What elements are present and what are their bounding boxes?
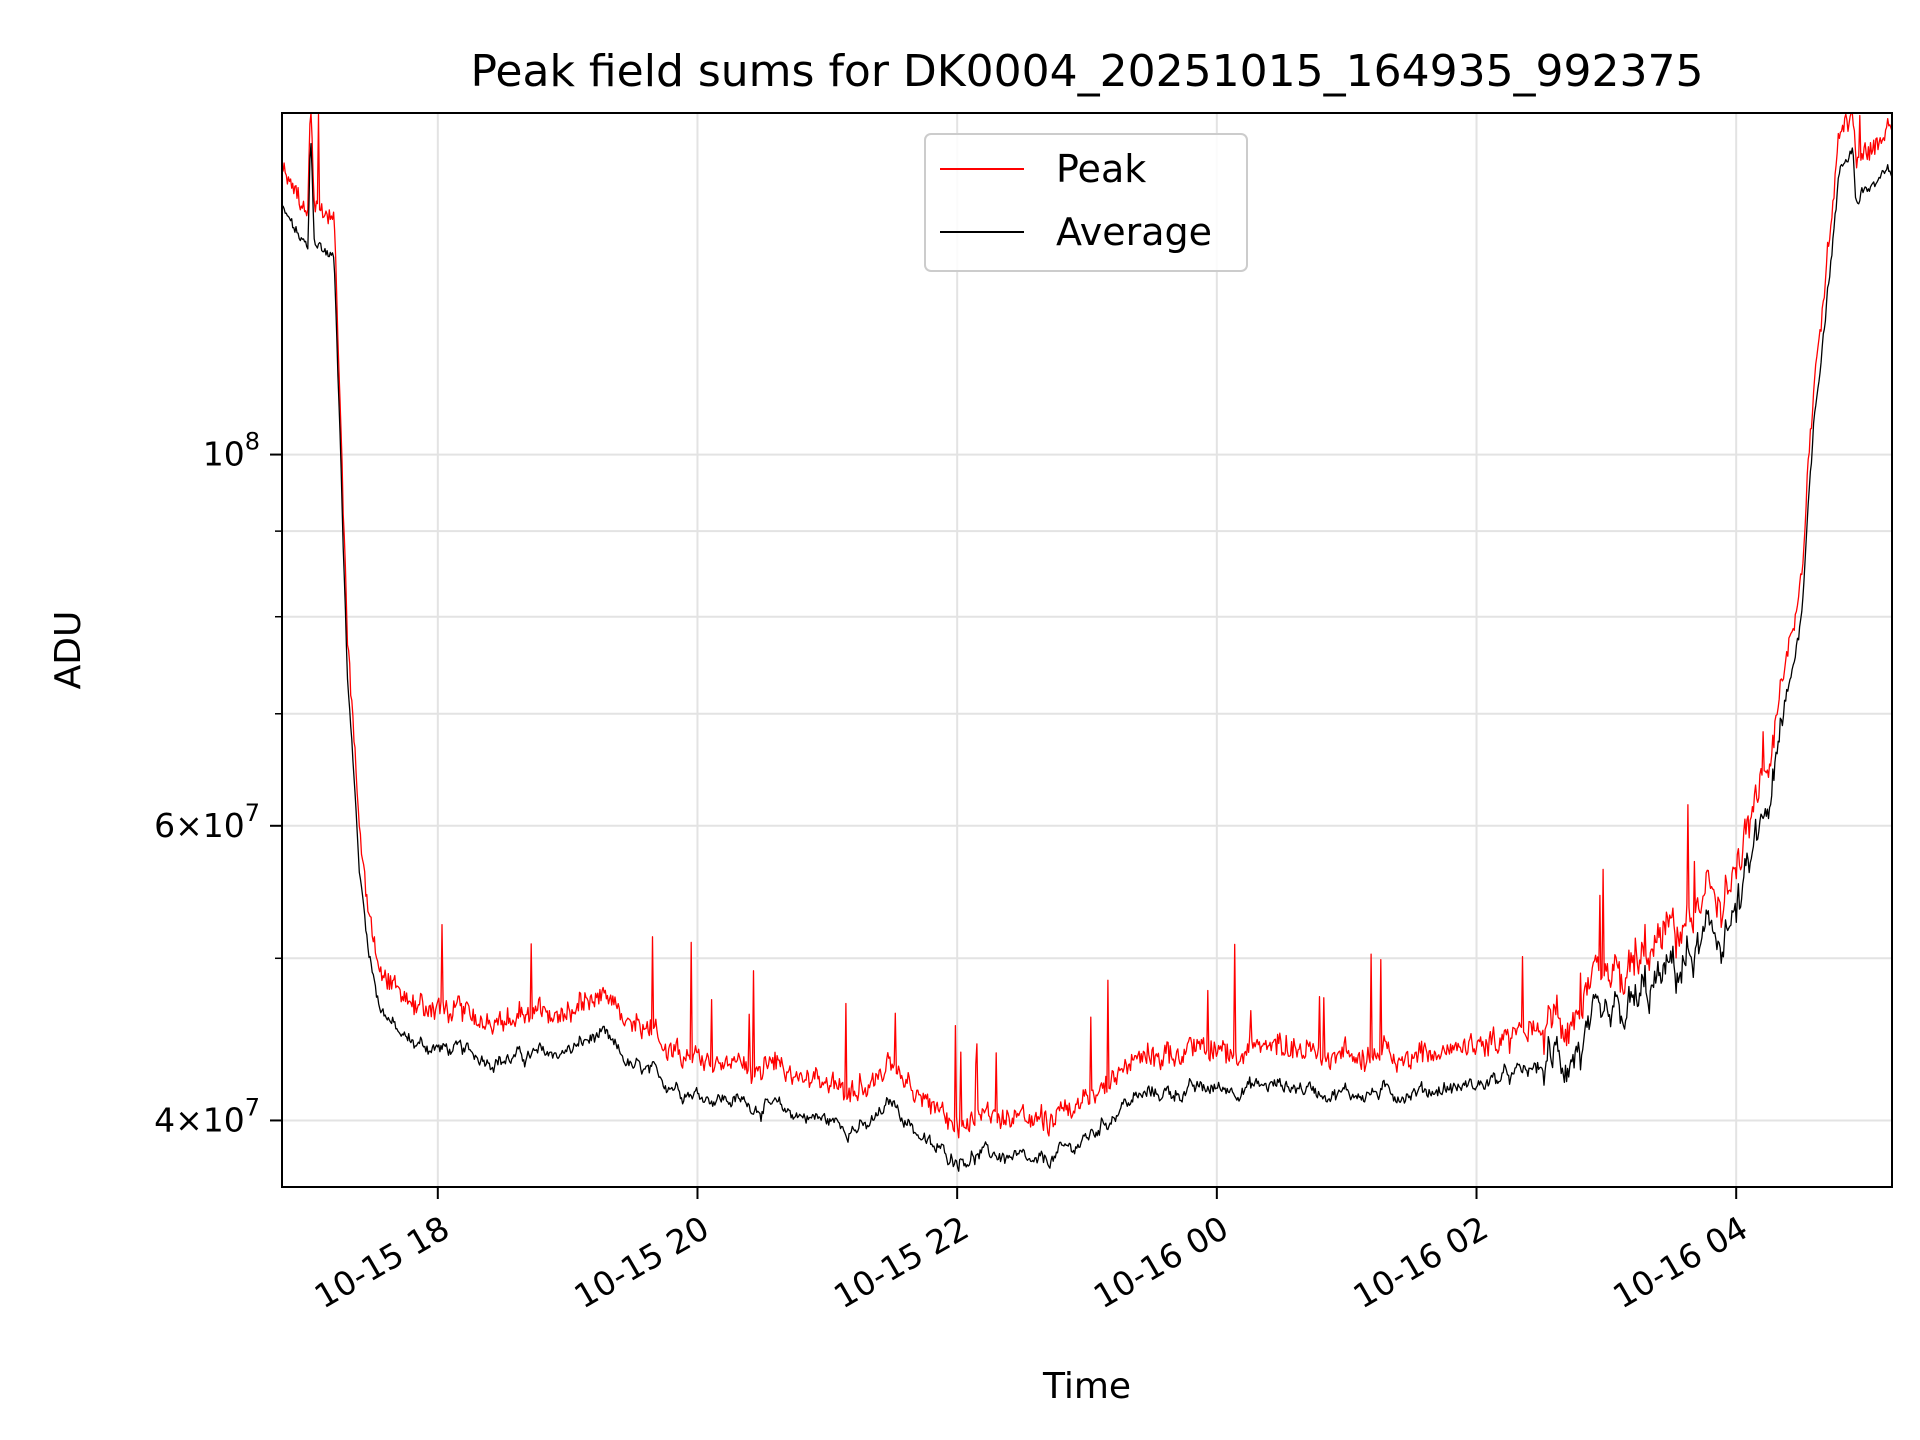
x-axis-ticks: 10-15 18 10-15 20 10-15 22 10-16 00 10-16 02…: [308, 1187, 1754, 1316]
x-tick-label: 10-16 00: [1087, 1208, 1235, 1316]
x-tick-label: 10-15 22: [827, 1208, 975, 1316]
x-tick-label: 10-15 20: [567, 1208, 715, 1316]
series-line-peak: [281, 112, 1893, 1139]
x-tick-label: 10-16 02: [1347, 1208, 1495, 1316]
grid-lines: [282, 113, 1892, 1187]
y-tick-label: 6×107: [154, 799, 260, 845]
x-axis-label: Time: [1042, 1366, 1131, 1407]
chart-title: Peak field sums for DK0004_20251015_1649…: [470, 46, 1703, 97]
y-tick-label: 108: [203, 428, 260, 474]
y-tick-label: 4×107: [154, 1093, 260, 1139]
series-line-average: [281, 143, 1893, 1172]
legend-label-average: Average: [1056, 210, 1212, 254]
y-axis-label: ADU: [48, 611, 89, 690]
x-tick-label: 10-15 18: [308, 1208, 456, 1316]
x-tick-label: 10-16 04: [1606, 1208, 1754, 1316]
legend-label-peak: Peak: [1056, 147, 1146, 191]
series-layer: [281, 112, 1893, 1172]
y-tick-exponent: 7: [245, 1093, 260, 1121]
y-axis-ticks: 4×107 6×107 108: [154, 428, 282, 1139]
plot-frame: [281, 112, 1893, 1188]
y-tick-exponent: 7: [245, 799, 260, 827]
y-tick-exponent: 8: [245, 428, 260, 456]
legend: Peak Average: [924, 133, 1248, 272]
